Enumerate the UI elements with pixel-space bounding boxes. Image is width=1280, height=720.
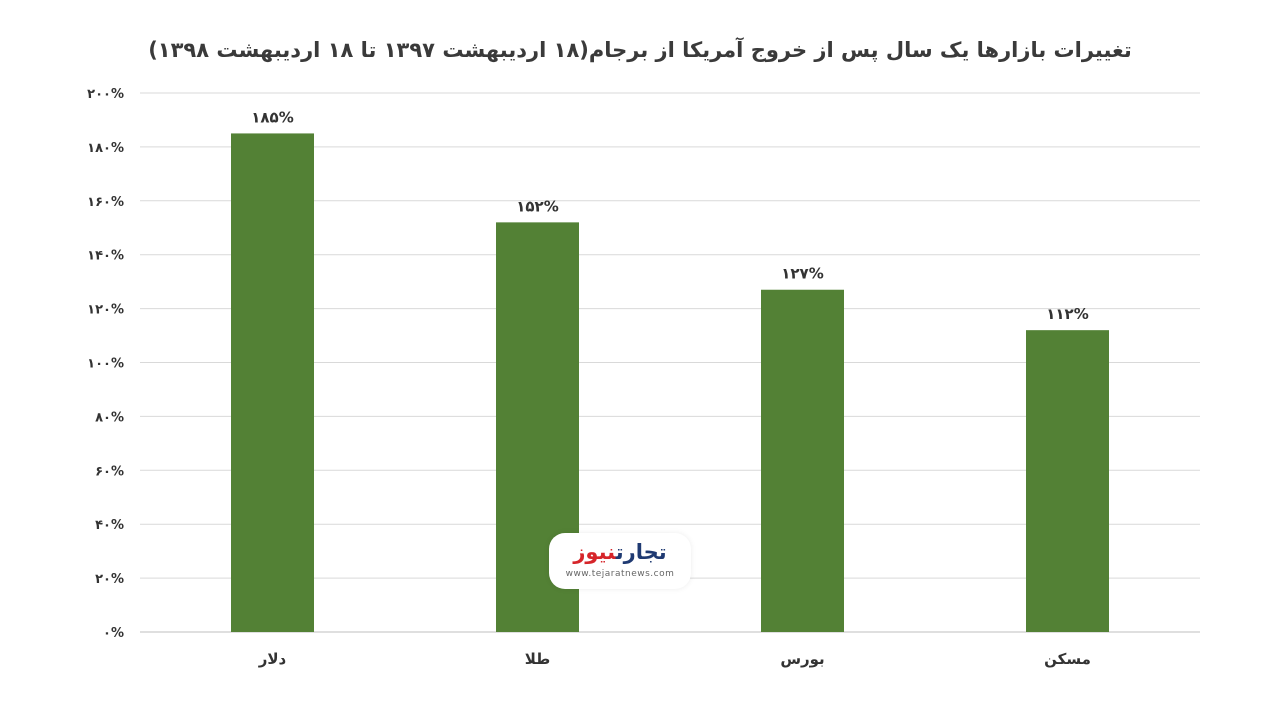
data-label: ۱۸۵%	[251, 108, 294, 126]
y-axis-ticks: ۰% ۲۰% ۴۰% ۶۰% ۸۰% ۱۰۰% ۱۲۰% ۱۴۰% ۱۶۰% ۱۸۰% ۲۰۰%	[87, 87, 124, 641]
watermark-url: www.tejaratnews.com	[565, 569, 675, 579]
data-labels: ۱۸۵% ۱۵۲% ۱۲۷% ۱۱۲%	[251, 108, 1089, 323]
y-tick-label: ۱۸۰%	[87, 141, 124, 156]
chart-title: تغییرات بازارها یک سال پس از خروج آمریکا…	[148, 38, 1132, 62]
y-tick-label: ۸۰%	[95, 410, 124, 425]
category-label: مسکن	[1044, 650, 1091, 668]
y-tick-label: ۱۰۰%	[87, 357, 124, 372]
y-tick-label: ۲۰%	[95, 572, 124, 587]
y-tick-label: ۰%	[103, 626, 124, 641]
y-tick-label: ۶۰%	[95, 464, 124, 479]
bar	[761, 289, 844, 632]
bar	[1026, 330, 1109, 632]
gridlines	[140, 92, 1200, 633]
data-label: ۱۵۲%	[516, 197, 559, 215]
category-label: بورس	[780, 650, 824, 668]
y-tick-label: ۱۴۰%	[87, 249, 124, 264]
category-label: دلار	[258, 650, 287, 668]
category-label: طلا	[525, 650, 551, 668]
watermark-logo: تجارتنیوز www.tejaratnews.com	[549, 533, 691, 589]
watermark-logo-part2: نیوز	[573, 540, 616, 564]
y-tick-label: ۱۶۰%	[87, 195, 124, 210]
data-label: ۱۲۷%	[781, 265, 824, 283]
y-tick-label: ۱۲۰%	[87, 303, 124, 318]
data-label: ۱۱۲%	[1046, 305, 1089, 323]
x-axis-categories: دلار طلا بورس مسکن	[258, 650, 1091, 668]
y-tick-label: ۲۰۰%	[87, 87, 124, 102]
watermark-logo-text: تجارتنیوز	[549, 539, 691, 565]
watermark-logo-part1: تجارت	[615, 540, 667, 564]
y-tick-label: ۴۰%	[95, 518, 124, 533]
bar	[231, 133, 314, 633]
